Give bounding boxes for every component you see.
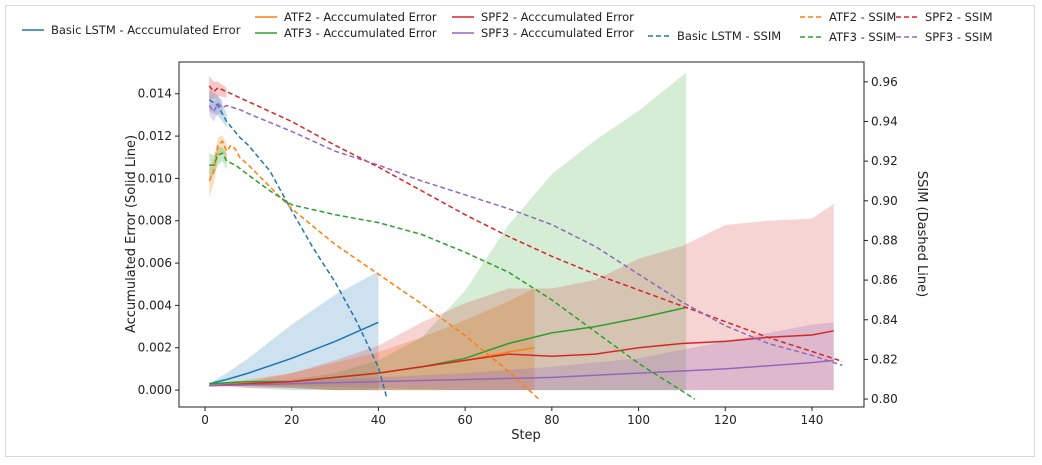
legend-label: ATF3 - Acccumulated Error [284, 26, 437, 40]
y-left-tick-label: 0.008 [138, 214, 172, 228]
legend-label: Basic LSTM - Acccumulated Error [51, 23, 241, 37]
y-left-tick-label: 0.014 [138, 87, 172, 101]
atf2-error-band [209, 288, 535, 391]
legend: Basic LSTM - Acccumulated Error ATF2 - Ac… [22, 10, 993, 44]
atf3-ssim-band [209, 147, 227, 179]
spf3-ssim-line [208, 102, 843, 367]
x-tick-label: 0 [201, 413, 209, 427]
x-tick-label: 40 [371, 413, 386, 427]
plot-area [178, 61, 865, 408]
y-left-axis-label: Accumulated Error (Solid Line) [124, 135, 139, 333]
spf2-ssim-band [209, 75, 227, 100]
basic-ssim-band [209, 89, 227, 128]
atf2-ssim-band [209, 135, 227, 197]
atf2-ssim-line [208, 140, 540, 400]
legend-label: SPF3 - Acccumulated Error [481, 26, 634, 40]
legend-label: SPF2 - SSIM [925, 10, 993, 24]
y-right-tick-label: 0.82 [871, 352, 898, 366]
y-left-tick-label: 0.010 [138, 171, 172, 185]
spf2-ssim-line [208, 85, 843, 363]
atf3-ssim-line [209, 152, 696, 400]
legend-label: ATF2 - Acccumulated Error [284, 10, 437, 24]
legend-label: ATF3 - SSIM [829, 30, 896, 44]
y-left-tick-label: 0.006 [138, 256, 172, 270]
y-left-tick-label: 0.000 [138, 383, 172, 397]
figure-frame [5, 5, 1035, 457]
y-right-tick-label: 0.84 [871, 313, 898, 327]
basic-error-line [209, 321, 379, 385]
y-left-tick-label: 0.002 [138, 341, 172, 355]
x-axis-ticks: 0 20 40 60 80 100 120 140 [201, 407, 823, 427]
basic-ssim-line [208, 99, 388, 400]
y-left-tick-label: 0.004 [138, 298, 172, 312]
spf3-error-line [209, 359, 834, 387]
y-right-tick-label: 0.94 [871, 114, 898, 128]
y-right-tick-label: 0.92 [871, 154, 898, 168]
legend-label: ATF2 - SSIM [829, 10, 896, 24]
y-right-tick-label: 0.96 [871, 75, 898, 89]
y-left-axis-ticks: 0.000 0.002 0.004 0.006 0.008 0.010 0.012 0.014 [138, 87, 179, 397]
legend-label: SPF2 - Acccumulated Error [481, 10, 634, 24]
y-right-tick-label: 0.90 [871, 194, 898, 208]
x-axis-label: Step [511, 428, 541, 443]
y-right-axis-label: SSIM (Dashed Line) [914, 171, 929, 297]
legend-label: Basic LSTM - SSIM [677, 29, 781, 43]
series-lines [208, 85, 843, 400]
atf3-error-band [209, 72, 687, 391]
y-left-tick-label: 0.012 [138, 129, 172, 143]
x-tick-label: 60 [457, 413, 472, 427]
x-tick-label: 100 [627, 413, 650, 427]
y-right-axis-ticks: 0.80 0.82 0.84 0.86 0.88 0.90 0.92 0.94 0.96 [864, 75, 898, 406]
basic-error-band [209, 271, 379, 391]
y-right-tick-label: 0.80 [871, 392, 898, 406]
x-tick-label: 80 [544, 413, 559, 427]
spf3-error-band [209, 322, 834, 391]
x-tick-label: 140 [801, 413, 824, 427]
legend-label: SPF3 - SSIM [925, 30, 993, 44]
spf2-error-line [209, 330, 834, 387]
x-tick-label: 120 [714, 413, 737, 427]
y-right-tick-label: 0.86 [871, 273, 898, 287]
y-right-tick-label: 0.88 [871, 233, 898, 247]
x-tick-label: 20 [284, 413, 299, 427]
